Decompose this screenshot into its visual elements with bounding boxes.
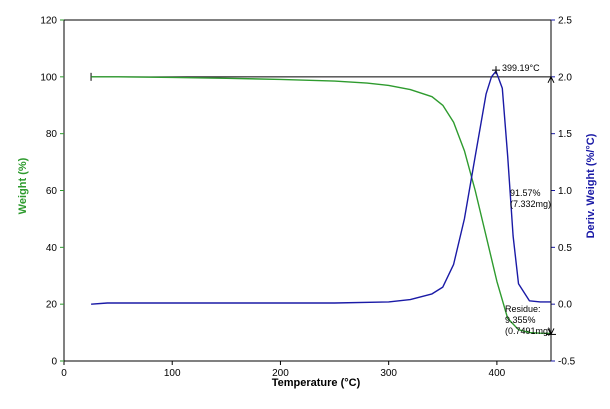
residue-percent-label: 9.355%: [505, 315, 536, 325]
weight-loss-percent-label: 91.57%: [510, 188, 541, 198]
right-y-tick-label: -0.5: [558, 357, 576, 368]
left-y-tick-label: 120: [40, 16, 57, 27]
left-y-tick-label: 0: [51, 357, 57, 368]
peak-temperature-label: 399.19°C: [502, 63, 540, 73]
left-y-tick-label: 60: [46, 186, 58, 197]
weight-percent-line: [91, 76, 552, 335]
left-y-tick-label: 20: [46, 300, 58, 311]
right-y-axis-title: Deriv. Weight (%/°C): [585, 133, 597, 238]
x-tick-label: 100: [164, 368, 181, 379]
step-top-arrow: [547, 75, 555, 84]
left-y-tick-label: 80: [46, 129, 58, 140]
right-y-tick-label: 1.0: [558, 186, 572, 197]
left-y-tick-label: 40: [46, 243, 58, 254]
x-tick-label: 0: [61, 368, 67, 379]
x-tick-label: 300: [380, 368, 397, 379]
residue-title-label: Residue:: [505, 304, 541, 314]
tick-labels: 0 100 200 300 400 0 20 40 60 80 100 120 -0.5 0.0 0.5 1.…: [40, 16, 575, 380]
residue-mass-label: (0.7491mg): [505, 326, 551, 336]
left-y-axis-title: Weight (%): [17, 157, 29, 214]
left-y-tick-label: 100: [40, 72, 57, 83]
right-y-tick-label: 1.5: [558, 129, 572, 140]
right-y-tick-label: 2.5: [558, 16, 572, 27]
derivative-weight-line: [91, 70, 551, 305]
right-y-tick-label: 2.0: [558, 72, 572, 83]
x-axis-title: Temperature (°C): [272, 377, 361, 389]
right-y-tick-label: 0.5: [558, 243, 572, 254]
x-tick-label: 200: [272, 368, 289, 379]
right-y-tick-label: 0.0: [558, 300, 572, 311]
plot-area: [60, 19, 556, 365]
annotations: 399.19°C 91.57% (7.332mg) Residue: 9.355…: [502, 63, 551, 336]
weight-loss-mass-label: (7.332mg): [510, 199, 551, 209]
x-tick-label: 400: [489, 368, 506, 379]
